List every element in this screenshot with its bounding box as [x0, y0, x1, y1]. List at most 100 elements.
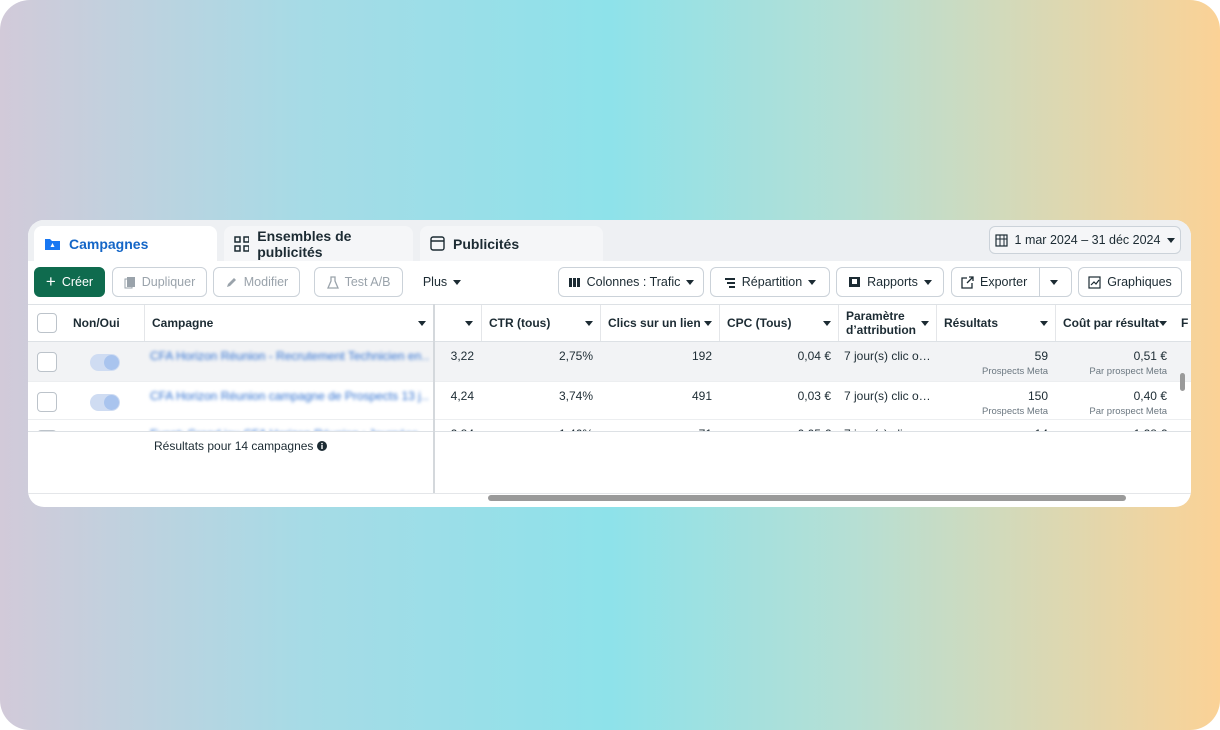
vertical-scrollbar[interactable] — [1180, 373, 1185, 391]
header-label: Coût par résultat — [1063, 316, 1160, 330]
cpc-value: 0,03 € — [797, 389, 831, 403]
column-header[interactable]: Résultats — [936, 305, 1055, 341]
clicks-value: 192 — [691, 349, 712, 363]
create-button[interactable]: + Créer — [34, 267, 105, 297]
cost-value: 0,51 € — [1133, 349, 1167, 363]
results-value: 150 — [1027, 389, 1048, 403]
campaign-name[interactable]: CFA Horizon Réunion campagne de Prospect… — [150, 389, 428, 403]
cost-value: 1,28 € — [1134, 427, 1167, 431]
pencil-icon — [226, 277, 236, 287]
campaign-name[interactable]: CFA Horizon Réunion - Recrutement Techni… — [150, 349, 428, 363]
button-label: Exporter — [980, 275, 1028, 289]
table-body: CFA Horizon Réunion - Recrutement Techni… — [28, 342, 1191, 432]
dropdown-arrow — [686, 279, 695, 285]
ads-manager-panel: Campagnes Ensembles de publicités Public… — [28, 220, 1191, 507]
metric-value: 4,24 — [450, 389, 474, 403]
dropdown-arrow — [1167, 237, 1176, 243]
results-subtext: Prospects Meta — [982, 406, 1048, 417]
dropdown-arrow — [1050, 280, 1058, 285]
sort-arrow[interactable] — [465, 321, 473, 326]
cost-value: 0,40 € — [1133, 389, 1167, 403]
column-header[interactable]: Campagne — [144, 305, 433, 341]
plus-icon: + — [45, 272, 56, 291]
reports-button[interactable]: Rapports — [836, 267, 944, 297]
flask-icon — [326, 275, 339, 289]
button-label: Dupliquer — [141, 275, 196, 289]
results-value: 14 — [1035, 427, 1048, 431]
cost-subtext: Par prospect Meta — [1089, 406, 1167, 417]
checkbox[interactable] — [37, 313, 57, 333]
sort-arrow — [823, 320, 831, 326]
clicks-value: 491 — [691, 389, 712, 403]
more-button[interactable]: Plus — [413, 267, 471, 297]
ctr-value: 2,75% — [558, 349, 593, 363]
button-label: Créer — [61, 275, 94, 289]
column-header[interactable]: Clics sur un lien — [600, 305, 719, 341]
column-header[interactable]: Coût par résultat — [1055, 305, 1174, 341]
columns-button[interactable]: Colonnes : Trafic — [558, 267, 704, 297]
separator — [1039, 267, 1040, 297]
header-label: F — [1181, 316, 1189, 330]
info-icon — [317, 441, 328, 451]
metric-value: 2,84 — [451, 427, 474, 431]
tab-label: Ensembles de publicités — [257, 227, 352, 260]
cpc-value: 0,04 € — [797, 349, 831, 363]
charts-button[interactable]: Graphiques — [1078, 267, 1182, 297]
column-header[interactable]: CTR (tous) — [481, 305, 600, 341]
sort-arrow — [921, 320, 929, 326]
results-value: 59 — [1034, 349, 1048, 363]
header-label: CTR (tous) — [489, 316, 551, 330]
breakdown-button[interactable]: Répartition — [710, 267, 830, 297]
ab-test-button[interactable]: Test A/B — [314, 267, 403, 297]
date-picker[interactable]: 1 mar 2024 – 31 déc 2024 — [989, 226, 1181, 254]
attribution-value: 7 jour(s) clic o… — [844, 389, 931, 403]
tab[interactable]: Campagnes — [34, 226, 217, 261]
attribution-value: 7 jour(s) clic o… — [844, 427, 931, 431]
ctr-value: 1,46% — [559, 427, 593, 431]
duplicate-button[interactable]: Dupliquer — [112, 267, 207, 297]
column-header[interactable]: F — [1174, 305, 1191, 341]
results-summary: Résultats pour 14 campagnes — [154, 439, 328, 453]
checkbox[interactable] — [37, 430, 57, 431]
sort-arrow — [585, 320, 593, 326]
copy-icon — [124, 276, 135, 288]
reports-icon — [849, 277, 861, 287]
export-dropdown[interactable] — [1050, 280, 1058, 285]
campaign-name[interactable]: Event: Grand jeu CFA Horizon Réunion : J… — [150, 427, 428, 431]
button-label: Test A/B — [344, 275, 391, 289]
date-range: 1 mar 2024 – 31 déc 2024 — [1014, 233, 1161, 247]
toggle[interactable] — [90, 354, 120, 371]
edit-button[interactable]: Modifier — [213, 267, 300, 297]
header-label: Paramètre d’attribution — [846, 309, 916, 337]
header-label: Résultats — [944, 316, 999, 330]
sort-arrow — [418, 320, 426, 326]
column-header[interactable]: Paramètre d’attribution — [838, 305, 936, 341]
column-header[interactable]: CPC (Tous) — [719, 305, 838, 341]
toggle-knob — [104, 395, 119, 410]
attribution-value: 7 jour(s) clic o… — [844, 349, 931, 363]
tab-label: Campagnes — [69, 235, 149, 252]
header-label: Non/Oui — [73, 316, 120, 330]
checkbox[interactable] — [37, 392, 57, 412]
cost-subtext: Par prospect Meta — [1089, 366, 1167, 377]
tab[interactable]: Ensembles de publicités — [224, 226, 413, 261]
summary-text: Résultats pour 14 campagnes — [154, 439, 314, 453]
column-header[interactable]: Non/Oui — [66, 305, 144, 341]
button-label: Graphiques — [1107, 275, 1172, 289]
dropdown-arrow — [808, 279, 817, 285]
sort-arrow — [704, 320, 712, 326]
folder-icon — [45, 238, 60, 250]
tab[interactable]: Publicités — [420, 226, 603, 261]
checkbox[interactable] — [37, 352, 57, 372]
columns-icon — [568, 277, 580, 287]
dropdown-arrow — [923, 279, 932, 285]
horizontal-scrollbar[interactable] — [488, 495, 1126, 501]
clicks-value: 71 — [699, 427, 712, 431]
dropdown-arrow — [453, 279, 462, 285]
button-label: Rapports — [867, 275, 918, 289]
header-label: Clics sur un lien — [608, 316, 701, 330]
toggle[interactable] — [90, 394, 120, 411]
header-label: CPC (Tous) — [727, 316, 792, 330]
grid-icon — [234, 235, 250, 252]
